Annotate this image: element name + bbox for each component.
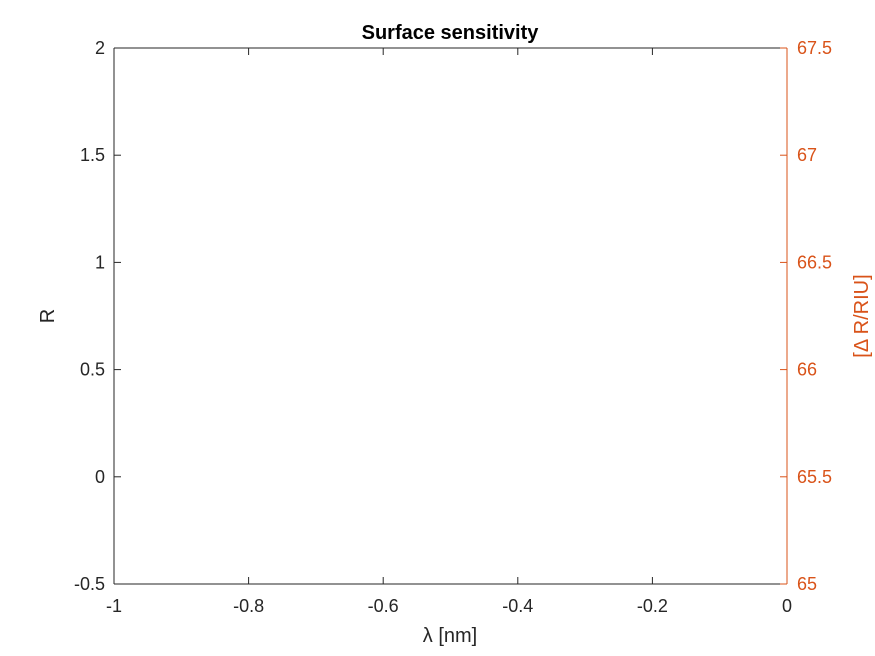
x-tick-label: -0.4 (502, 596, 533, 616)
y2-tick-label: 66 (797, 360, 817, 380)
y-tick-label: 1 (95, 252, 105, 272)
y2-tick-label: 65 (797, 574, 817, 594)
x-tick-label: 0 (782, 596, 792, 616)
y-axis-label: R (37, 309, 59, 323)
y-axis-left: -0.5 0 0.5 1 1.5 2 (74, 38, 121, 594)
x-tick-label: -1 (106, 596, 122, 616)
y-tick-label: 0 (95, 467, 105, 487)
y2-axis-label: [Δ R/RIU] (851, 274, 873, 357)
x-tick-label: -0.8 (233, 596, 264, 616)
y2-tick-label: 67.5 (797, 38, 832, 58)
x-tick-label: -0.2 (637, 596, 668, 616)
y2-tick-label: 66.5 (797, 252, 832, 272)
y-tick-label: -0.5 (74, 574, 105, 594)
y2-tick-label: 65.5 (797, 467, 832, 487)
x-axis-label: λ [nm] (423, 625, 477, 647)
y-tick-label: 1.5 (80, 145, 105, 165)
y-tick-label: 2 (95, 38, 105, 58)
x-axis: -1 -0.8 -0.6 -0.4 -0.2 0 (106, 47, 792, 616)
x-tick-label: -0.6 (368, 596, 399, 616)
chart-title: Surface sensitivity (362, 22, 540, 44)
y-axis-right: 65 65.5 66 66.5 67 67.5 (780, 38, 832, 594)
plot-area (114, 48, 787, 584)
y-tick-label: 0.5 (80, 360, 105, 380)
y2-tick-label: 67 (797, 145, 817, 165)
